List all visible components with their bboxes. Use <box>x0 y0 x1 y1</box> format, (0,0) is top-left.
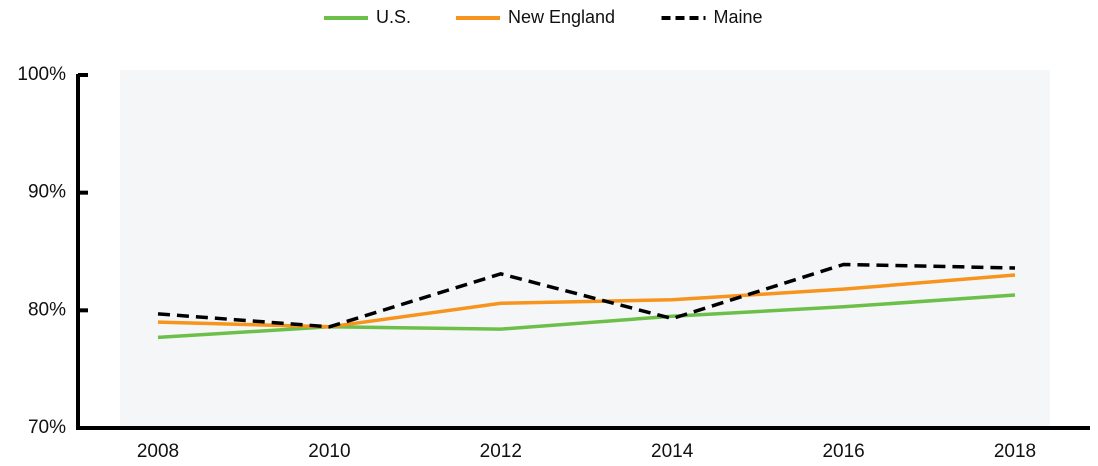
series-line <box>157 293 1016 340</box>
legend-label: U.S. <box>376 7 411 27</box>
x-tick-label: 2008 <box>137 441 179 462</box>
x-tick-label: 2012 <box>480 441 522 462</box>
y-tick-label: 90% <box>28 182 66 203</box>
y-tick-label: 70% <box>28 417 66 438</box>
x-tick-label: 2010 <box>308 441 350 462</box>
y-tick-label: 100% <box>17 64 66 85</box>
legend-label: Maine <box>714 7 763 27</box>
x-tick-label: 2016 <box>822 441 864 462</box>
series-line <box>157 262 1016 329</box>
y-tick-label: 80% <box>28 299 66 320</box>
x-tick-label: 2014 <box>651 441 694 462</box>
plot-background <box>120 70 1050 428</box>
legend-label: New England <box>508 7 615 27</box>
x-tick-label: 2018 <box>994 441 1036 462</box>
